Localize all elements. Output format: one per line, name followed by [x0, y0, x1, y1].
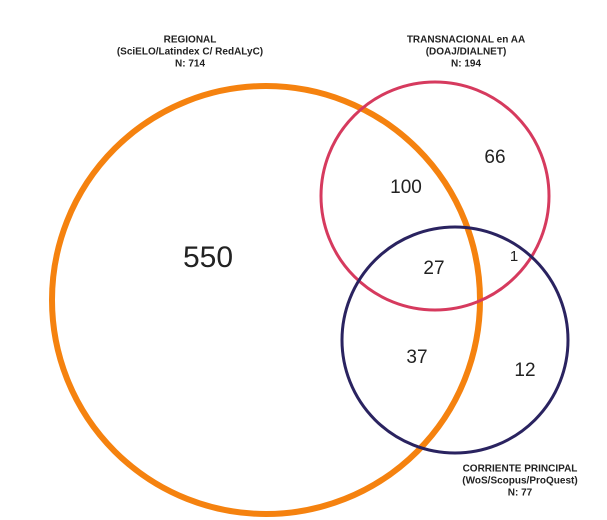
set-n: N: 714	[175, 59, 205, 70]
set-title: TRANSNACIONAL en AA	[407, 35, 525, 46]
set-n: N: 77	[508, 488, 533, 499]
set-title: CORRIENTE PRINCIPAL	[463, 464, 578, 475]
set-circle	[49, 83, 483, 517]
set-subtitle: (DOAJ/DIALNET)	[426, 47, 507, 58]
region-count: 550	[183, 241, 233, 274]
set-title: REGIONAL	[164, 35, 217, 46]
set-n: N: 194	[451, 59, 481, 70]
set-subtitle: (SciELO/Latindex C/ RedALyC)	[117, 47, 263, 58]
region-count: 1	[510, 248, 518, 265]
region-count: 37	[406, 347, 427, 368]
region-count: 12	[514, 360, 535, 381]
region-count: 66	[484, 147, 505, 168]
set-subtitle: (WoS/Scopus/ProQuest)	[462, 476, 577, 487]
set-circle	[319, 80, 551, 312]
region-count: 100	[390, 177, 422, 198]
region-count: 27	[423, 258, 444, 279]
set-circle	[340, 225, 570, 455]
